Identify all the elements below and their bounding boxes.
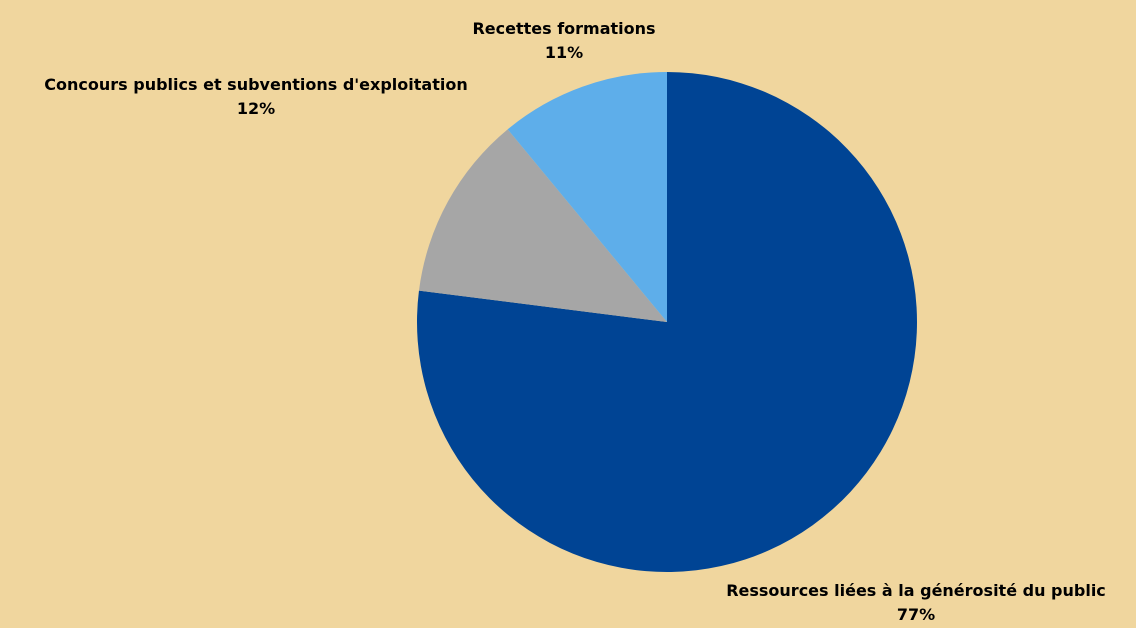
slice-label: Recettes formations: [472, 19, 655, 38]
pie-slice: [418, 129, 667, 322]
slice-percent-label: 77%: [897, 605, 935, 624]
slices-layer: [416, 72, 917, 573]
slice-label: Ressources liées à la générosité du publ…: [726, 581, 1106, 600]
labels-layer: Ressources liées à la générosité du publ…: [44, 19, 1106, 624]
slice-label-group: Concours publics et subventions d'exploi…: [44, 75, 467, 118]
slice-percent-label: 12%: [237, 99, 275, 118]
slice-label-group: Ressources liées à la générosité du publ…: [726, 581, 1106, 624]
slice-percent-label: 11%: [545, 43, 583, 62]
pie-slice: [416, 72, 917, 573]
slice-label: Concours publics et subventions d'exploi…: [44, 75, 467, 94]
pie-slice: [507, 72, 667, 322]
slice-label-group: Recettes formations 11%: [472, 19, 655, 62]
